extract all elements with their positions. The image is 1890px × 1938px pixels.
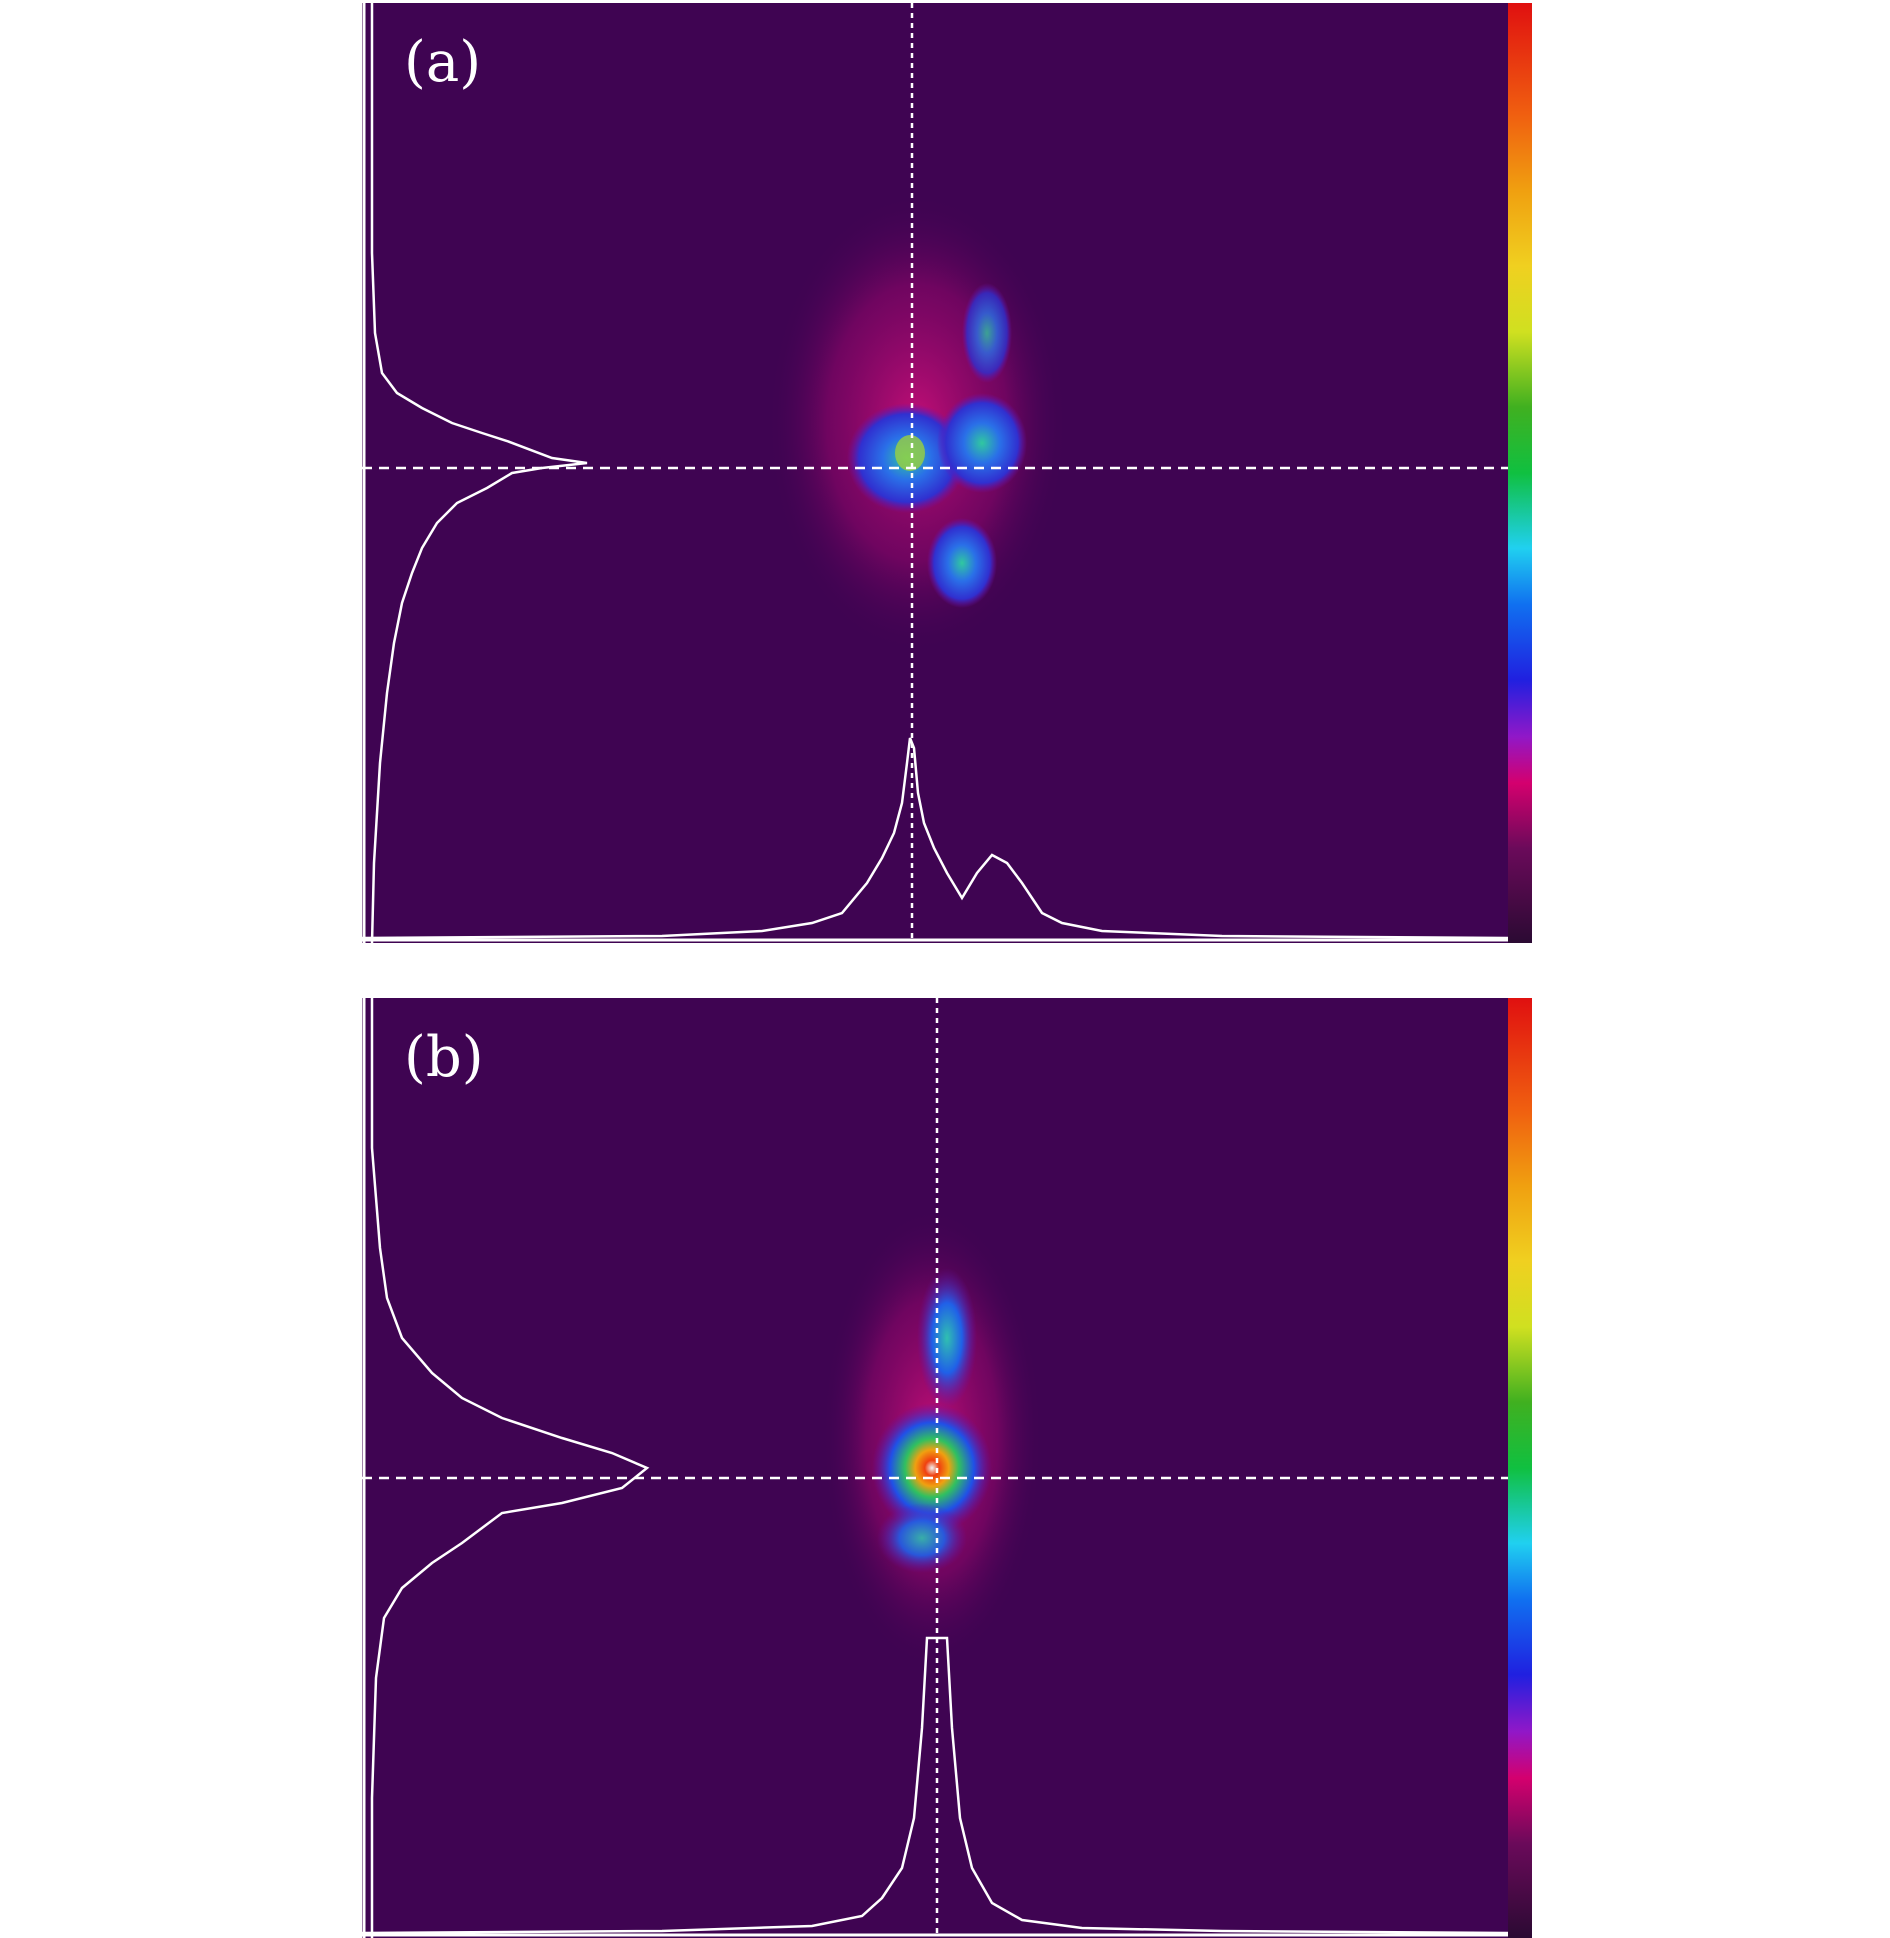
panel-a: (a) [362,3,1532,943]
beam-peak [895,435,925,471]
horizontal-profile [362,737,1509,940]
colorbar-scale [1508,3,1532,943]
vertical-profile [370,3,588,943]
colorbar-scale [1508,998,1532,1938]
beam-lobe [962,283,1012,383]
vertical-profile [370,998,650,1938]
beam-lobe [877,1503,967,1573]
beam-lobe [917,1268,977,1408]
horizontal-profile [362,1636,1509,1935]
beam-lobe [927,518,997,608]
panel-label: (b) [404,1025,484,1090]
beam-image-b [362,998,1532,1938]
beam-core [872,1403,992,1533]
panel-label: (a) [404,30,482,95]
beam-image-a [362,3,1532,943]
beam-lobe [937,393,1027,493]
panel-b: (b) [362,998,1532,1938]
